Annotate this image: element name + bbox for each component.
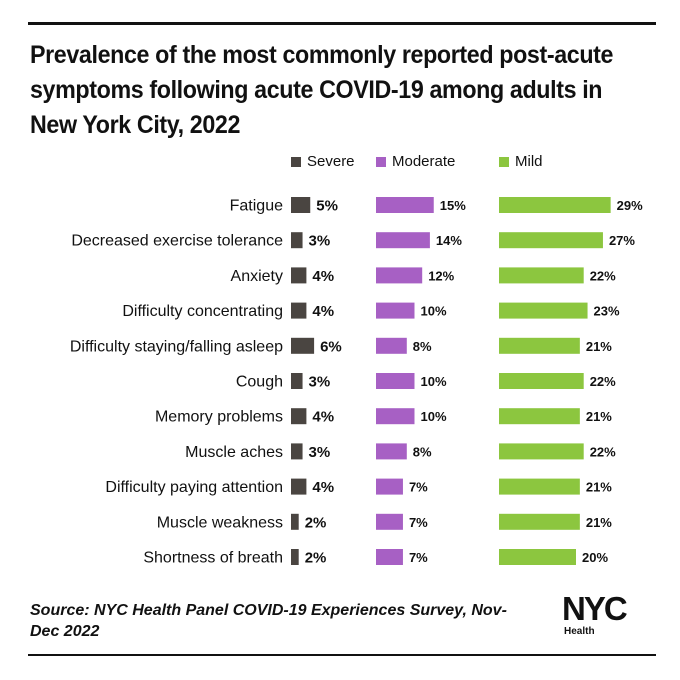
bar-mild-difficulty-concentrating	[499, 302, 588, 319]
bottom-rule	[28, 654, 656, 656]
value-label-mild-shortness-of-breath: 20%	[582, 550, 608, 565]
bar-severe-muscle-aches	[291, 443, 303, 460]
legend-swatch-moderate	[376, 157, 386, 167]
value-label-severe-fatigue: 5%	[316, 198, 338, 215]
bar-severe-decreased-exercise-tolerance	[291, 232, 303, 249]
value-label-moderate-anxiety: 12%	[428, 268, 454, 283]
value-label-severe-difficulty-concentrating: 4%	[312, 303, 334, 320]
bar-moderate-muscle-aches	[376, 443, 407, 460]
legend-swatch-mild	[499, 157, 509, 167]
top-rule	[28, 22, 656, 25]
legend-swatch-severe	[291, 157, 301, 167]
bar-mild-cough	[499, 373, 584, 389]
chart-title: Prevalence of the most commonly reported…	[30, 41, 614, 139]
bar-mild-anxiety	[499, 267, 584, 284]
value-label-moderate-muscle-aches: 8%	[413, 444, 432, 459]
nyc-health-logo: NYC Health	[562, 590, 658, 642]
value-label-mild-anxiety: 22%	[590, 268, 616, 283]
value-label-mild-muscle-weakness: 21%	[586, 515, 612, 530]
logo-sub: Health	[564, 626, 595, 637]
category-label-fatigue: Fatigue	[230, 198, 283, 215]
value-label-moderate-difficulty-staying-falling-asleep: 8%	[413, 339, 432, 354]
bar-severe-memory-problems	[291, 408, 307, 425]
bar-moderate-shortness-of-breath	[376, 549, 403, 565]
value-label-severe-shortness-of-breath: 2%	[305, 550, 327, 567]
value-label-severe-anxiety: 4%	[312, 268, 334, 285]
bar-moderate-fatigue	[376, 197, 434, 213]
value-label-severe-decreased-exercise-tolerance: 3%	[309, 233, 331, 250]
value-label-mild-difficulty-staying-falling-asleep: 21%	[586, 339, 612, 354]
bar-moderate-memory-problems	[376, 408, 415, 425]
legend-label-mild: Mild	[515, 153, 543, 170]
value-label-mild-memory-problems: 21%	[586, 409, 612, 424]
logo-word: NYC	[562, 590, 628, 627]
bar-moderate-difficulty-paying-attention	[376, 478, 403, 495]
category-label-decreased-exercise-tolerance: Decreased exercise tolerance	[71, 233, 283, 250]
value-label-mild-decreased-exercise-tolerance: 27%	[609, 233, 635, 248]
category-label-anxiety: Anxiety	[231, 268, 283, 285]
value-label-severe-muscle-aches: 3%	[309, 444, 331, 461]
value-label-mild-difficulty-paying-attention: 21%	[586, 480, 612, 495]
bar-severe-fatigue	[291, 197, 311, 213]
bar-severe-shortness-of-breath	[291, 549, 299, 565]
value-label-moderate-decreased-exercise-tolerance: 14%	[436, 233, 462, 248]
category-label-muscle-aches: Muscle aches	[185, 444, 283, 461]
category-label-shortness-of-breath: Shortness of breath	[143, 550, 283, 567]
source-note: Source: NYC Health Panel COVID-19 Experi…	[30, 602, 507, 640]
bar-severe-anxiety	[291, 267, 307, 284]
bar-moderate-decreased-exercise-tolerance	[376, 232, 430, 249]
bar-mild-muscle-weakness	[499, 513, 580, 530]
value-label-moderate-muscle-weakness: 7%	[409, 515, 428, 530]
category-label-cough: Cough	[236, 374, 283, 391]
value-label-mild-difficulty-concentrating: 23%	[594, 304, 620, 319]
value-label-moderate-shortness-of-breath: 7%	[409, 550, 428, 565]
value-label-mild-cough: 22%	[590, 374, 616, 389]
category-label-memory-problems: Memory problems	[155, 409, 283, 426]
bar-moderate-difficulty-staying-falling-asleep	[376, 337, 407, 354]
bar-mild-memory-problems	[499, 408, 580, 425]
value-label-severe-difficulty-staying-falling-asleep: 6%	[320, 338, 342, 355]
bar-severe-difficulty-paying-attention	[291, 478, 307, 495]
value-label-severe-muscle-weakness: 2%	[305, 514, 327, 531]
bar-mild-fatigue	[499, 197, 611, 213]
legend-label-moderate: Moderate	[392, 153, 455, 170]
category-label-difficulty-concentrating: Difficulty concentrating	[122, 303, 283, 320]
value-label-mild-fatigue: 29%	[617, 198, 643, 213]
value-label-mild-muscle-aches: 22%	[590, 444, 616, 459]
value-label-moderate-memory-problems: 10%	[421, 409, 447, 424]
value-label-moderate-difficulty-paying-attention: 7%	[409, 480, 428, 495]
value-label-moderate-difficulty-concentrating: 10%	[421, 304, 447, 319]
bar-mild-decreased-exercise-tolerance	[499, 232, 603, 249]
bar-moderate-anxiety	[376, 267, 423, 284]
bar-severe-cough	[291, 373, 303, 389]
category-label-difficulty-staying-falling-asleep: Difficulty staying/falling asleep	[70, 338, 283, 355]
value-label-severe-memory-problems: 4%	[312, 409, 334, 426]
bar-mild-difficulty-staying-falling-asleep	[499, 337, 580, 354]
bar-severe-difficulty-staying-falling-asleep	[291, 337, 315, 354]
bar-moderate-muscle-weakness	[376, 513, 403, 530]
bar-moderate-cough	[376, 373, 415, 389]
value-label-severe-difficulty-paying-attention: 4%	[312, 479, 334, 496]
category-label-muscle-weakness: Muscle weakness	[157, 514, 283, 531]
legend-label-severe: Severe	[307, 153, 355, 170]
value-label-moderate-fatigue: 15%	[440, 198, 466, 213]
category-label-difficulty-paying-attention: Difficulty paying attention	[105, 479, 283, 496]
bar-mild-shortness-of-breath	[499, 549, 576, 565]
bar-moderate-difficulty-concentrating	[376, 302, 415, 319]
bar-severe-muscle-weakness	[291, 513, 299, 530]
value-label-moderate-cough: 10%	[421, 374, 447, 389]
bar-mild-muscle-aches	[499, 443, 584, 460]
bar-mild-difficulty-paying-attention	[499, 478, 580, 495]
value-label-severe-cough: 3%	[309, 374, 331, 391]
bar-severe-difficulty-concentrating	[291, 302, 307, 319]
